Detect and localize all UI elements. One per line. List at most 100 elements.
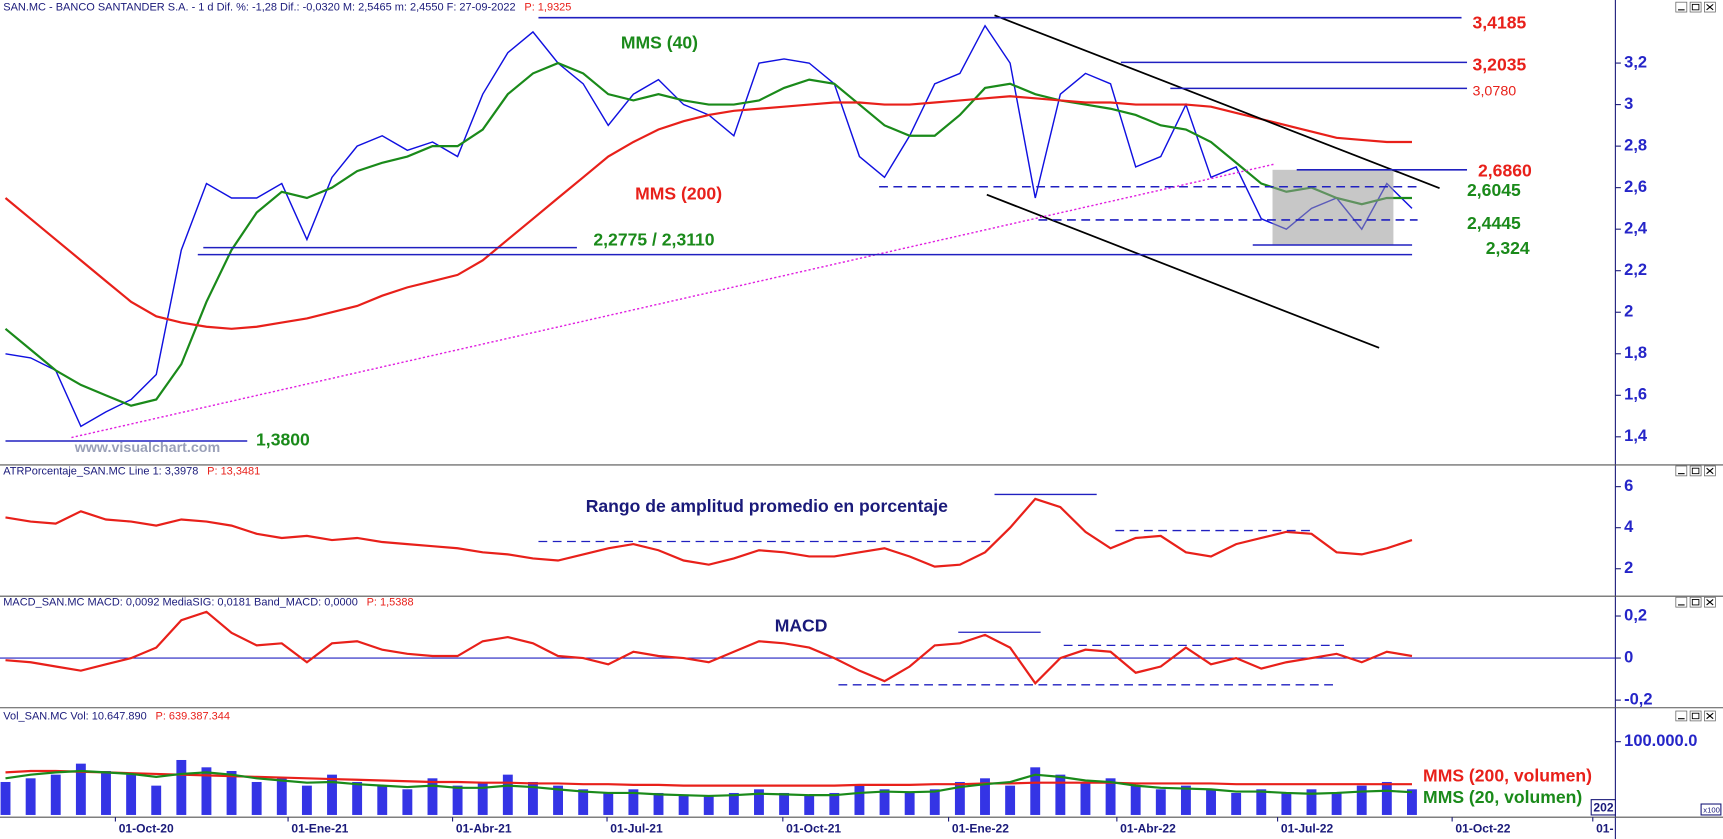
x-tick-label: 01-Jul-21 <box>610 821 663 835</box>
window-icon <box>1706 467 1714 475</box>
y-tick-label: 1,6 <box>1624 386 1647 404</box>
x-tick-label: 01-Ene-21 <box>291 821 348 835</box>
volume-bar <box>553 785 563 815</box>
volume-bar <box>0 781 11 815</box>
panel-header-p: P: 13,3481 <box>207 465 260 477</box>
volume-bar <box>954 781 965 815</box>
volume-bar <box>1306 789 1317 815</box>
y-tick-label: 1,4 <box>1624 427 1648 445</box>
x-tick-label: 01- <box>1596 821 1613 835</box>
volume-bar <box>678 794 689 815</box>
volume-bar <box>226 770 237 815</box>
window-button <box>1689 596 1702 608</box>
series-line <box>5 610 1413 685</box>
volume-bar <box>603 792 614 815</box>
corner-box <box>1590 799 1616 816</box>
series-line <box>4 61 1412 407</box>
volume-bar <box>201 767 212 815</box>
volume-bar <box>50 774 61 815</box>
volume-bar <box>1231 792 1242 815</box>
volume-bar <box>1331 792 1342 815</box>
scale-box <box>1700 803 1722 816</box>
y-tick-label: 1,8 <box>1624 344 1647 362</box>
series-label: MMS (40) <box>621 32 698 52</box>
window-icon <box>1691 712 1700 720</box>
volume-bar <box>1055 774 1066 815</box>
volume-bar <box>101 770 111 815</box>
y-tick-label: 0,2 <box>1624 606 1647 624</box>
series-label: MMS (20, volumen) <box>1423 787 1582 807</box>
volume-bar <box>829 792 840 815</box>
window-button <box>1689 1 1702 13</box>
consolidation-box <box>1272 169 1394 245</box>
volume-bar <box>879 789 890 815</box>
window-icon <box>1706 712 1714 720</box>
y-tick-label: 2 <box>1624 559 1633 577</box>
level-label: 2,6045 <box>1467 180 1521 200</box>
volume-bar <box>176 759 187 815</box>
y-tick-label: 0 <box>1624 648 1633 666</box>
window-button <box>1689 710 1702 722</box>
level-label: 2,324 <box>1486 238 1530 258</box>
volume-bar <box>527 781 538 815</box>
y-tick-label: 2,4 <box>1624 220 1648 238</box>
level-label: 3,4185 <box>1473 13 1527 33</box>
window-icon <box>1706 599 1714 606</box>
y-tick-label: 3 <box>1624 95 1633 113</box>
window-button <box>1675 710 1688 722</box>
volume-bar <box>653 792 664 815</box>
volume-bar <box>327 774 337 815</box>
volume-bar <box>904 792 915 815</box>
volume-bar <box>628 789 639 815</box>
x-tick-label: 01-Abr-22 <box>1120 821 1176 835</box>
volume-bar <box>1206 789 1216 815</box>
volume-bar <box>25 778 36 815</box>
level-label: 2,2775 / 2,3110 <box>593 229 714 249</box>
volume-bar <box>1105 778 1116 815</box>
corner-label: 202 <box>1593 801 1613 815</box>
y-tick-label: -0,2 <box>1624 690 1652 708</box>
level-label: 3,0780 <box>1473 84 1517 100</box>
panel-header-p: P: 639.387.344 <box>156 710 230 722</box>
level-label: 3,2035 <box>1473 54 1527 74</box>
volume-bar <box>502 774 513 815</box>
panel-header: ATRPorcentaje_SAN.MC Line 1: 3,3978 <box>3 465 198 477</box>
volume-bar <box>276 778 287 815</box>
trend-line <box>994 14 1440 189</box>
volume-bar <box>251 781 262 815</box>
y-tick-label: 2 <box>1624 303 1633 321</box>
panel-header: MACD_SAN.MC MACD: 0,0092 MediaSIG: 0,018… <box>3 597 358 609</box>
trend-line <box>986 193 1380 349</box>
volume-bar <box>1130 785 1141 815</box>
window-button <box>1675 596 1688 608</box>
volume-bar <box>126 774 137 815</box>
volume-bar <box>804 794 815 815</box>
volume-bar <box>1281 792 1292 815</box>
volume-bar <box>1005 785 1016 815</box>
window-button <box>1675 1 1688 13</box>
y-tick-label: 4 <box>1624 518 1634 536</box>
level-label: 2,6860 <box>1478 160 1532 180</box>
volume-bar <box>1256 789 1267 815</box>
y-tick-label: 2,8 <box>1624 136 1647 154</box>
panel-annotation: Rango de amplitud promedio en porcentaje <box>586 496 948 516</box>
volume-bar <box>1080 781 1091 815</box>
volume-bar <box>1356 785 1367 815</box>
x-tick-label: 01-Jul-22 <box>1281 821 1334 835</box>
series-line <box>5 769 1413 798</box>
x-tick-label: 01-Abr-21 <box>456 821 512 835</box>
volume-bar <box>75 763 86 815</box>
volume-bar <box>1180 785 1191 815</box>
volume-bar <box>477 781 488 815</box>
y-tick-label: 2,6 <box>1624 178 1647 196</box>
volume-bar <box>427 778 438 815</box>
volume-bar <box>703 796 714 815</box>
volume-bar <box>151 785 162 815</box>
volume-bar <box>301 785 312 815</box>
volume-bar <box>1030 767 1041 815</box>
window-icon <box>1691 3 1700 11</box>
window-icon <box>1691 599 1700 606</box>
